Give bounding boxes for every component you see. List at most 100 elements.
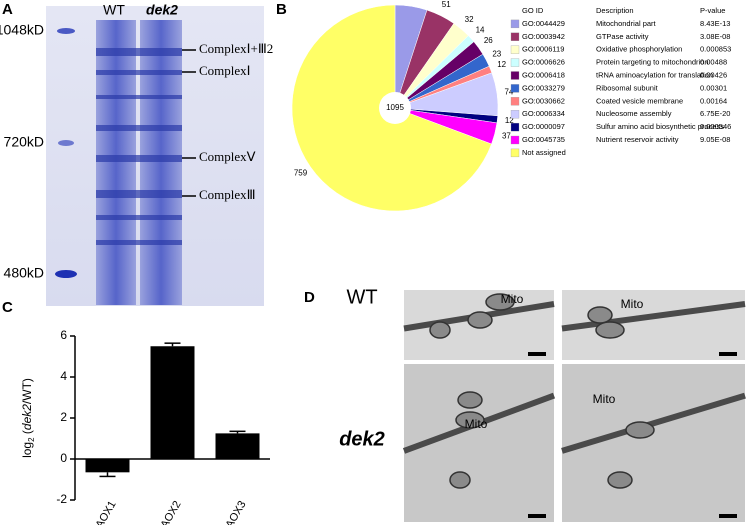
organelle [625,421,655,439]
x-tick-label: AOX3 [224,499,249,525]
go-id: GO:0006626 [522,58,565,67]
legend-swatch [510,122,520,132]
go-id: GO:0000097 [522,122,565,131]
organelle [457,391,483,409]
scale-bar [528,514,546,518]
cell-wall [561,392,746,454]
go-id: GO:0030662 [522,96,565,105]
marker-label: 720kD [4,134,44,150]
organelle [449,471,471,489]
cell-wall [561,301,746,332]
panel-label: D [304,289,315,306]
mito-label: Mito [621,297,644,311]
scale-bar [719,514,737,518]
legend-label: Ribosomal subunit [596,83,659,92]
y-label-part: log [20,442,34,458]
legend-label: Nutrient reservoir activity [596,135,679,144]
legend-label: GTPase activity [596,32,649,41]
marker-band [55,270,77,278]
go-id: GO:0044429 [522,19,565,28]
panel-label: C [2,299,13,316]
slice-label: 74 [504,87,513,96]
p-value: 9.05E-08 [700,135,730,144]
bar [85,459,130,473]
scale-bar [719,352,737,356]
p-value: 3.08E-08 [700,32,730,41]
legend-swatch [510,84,520,93]
bar [215,433,260,459]
gel-bands [96,48,182,245]
slice-label: 14 [476,26,485,35]
y-tick-label: -2 [56,492,67,506]
slice-label: 23 [492,50,501,59]
slice-label: 51 [442,0,451,9]
p-value: 0.00164 [700,96,727,105]
gel-lane [140,20,182,305]
y-axis-label: log2 (dek2/WT) [20,378,36,458]
marker-label: 480kD [4,265,44,281]
pie-chart: 555132142623127412377591095 [291,0,514,212]
micrographs: Mito Mito Mito Mito [402,290,746,522]
mito-label: Mito [593,392,616,406]
legend-swatch [510,135,520,145]
y-label-part: 2 [27,437,36,442]
marker-band [57,28,75,34]
legend-label: Coated vesicle membrane [596,96,683,105]
legend-label: tRNA aminoacylation for translation [596,70,713,79]
gel-lane [96,20,136,305]
p-value: 8.43E-13 [700,19,730,28]
row-label: WT [346,286,377,308]
legend-label: Sulfur amino acid biosynthetic process [596,122,724,131]
p-value: 0.00301 [700,83,727,92]
band-pointers [182,49,196,197]
y-tick-label: 4 [60,369,67,383]
y-label-part: /WT) [20,378,34,404]
organelle [607,471,633,489]
p-value: 0.00488 [700,58,727,67]
y-tick-label: 6 [60,328,67,342]
legend-header: GO ID [522,6,544,15]
row-label: dek2 [339,428,385,450]
legend-swatch [510,32,520,41]
slice-label: 759 [294,169,308,178]
panel-label: A [2,1,13,18]
band-label: ComplexⅤ [199,149,256,164]
organelle [485,293,515,311]
go-id: GO:0003942 [522,32,565,41]
go-id: GO:0006334 [522,109,565,118]
legend-header: Description [596,6,634,15]
slice-label: 26 [484,36,493,45]
slice-label: 12 [497,60,506,69]
bar-chart: -2 0 2 4 6 AOX1 AOX2 AOX3 [56,328,270,525]
legend-swatch [510,110,520,119]
legend-label: Oxidative phosphorylation [596,45,682,54]
marker-label: 1048kD [0,22,44,38]
legend-swatch [510,19,520,29]
p-value: 0.000546 [700,122,731,131]
x-tick-label: AOX2 [159,499,184,525]
legend-label: Mitochondrial part [596,19,657,28]
p-value: 0.000853 [700,45,731,54]
slice-label: 32 [465,15,474,24]
band-label: ComplexⅢ [199,187,256,202]
bar [150,346,195,459]
panel-label: B [276,1,287,18]
band-label: ComplexⅠ [199,63,251,78]
y-label-part: dek2 [20,404,34,430]
legend-swatch [510,45,520,54]
go-id: GO:0045735 [522,135,565,144]
p-value: 6.75E-20 [700,109,730,118]
organelle [429,321,451,339]
go-id: GO:0006119 [522,45,564,54]
mito-label: Mito [465,417,488,431]
go-id: GO:0006418 [522,70,565,79]
legend-swatch [510,71,520,80]
legend-header: P-value [700,6,725,15]
p-value: 0.00426 [700,70,727,79]
marker-band [58,140,74,146]
y-tick-label: 0 [60,451,67,465]
legend-label: Nucleosome assembly [596,109,672,118]
pie-total: 1095 [386,103,404,112]
organelle [455,411,485,429]
